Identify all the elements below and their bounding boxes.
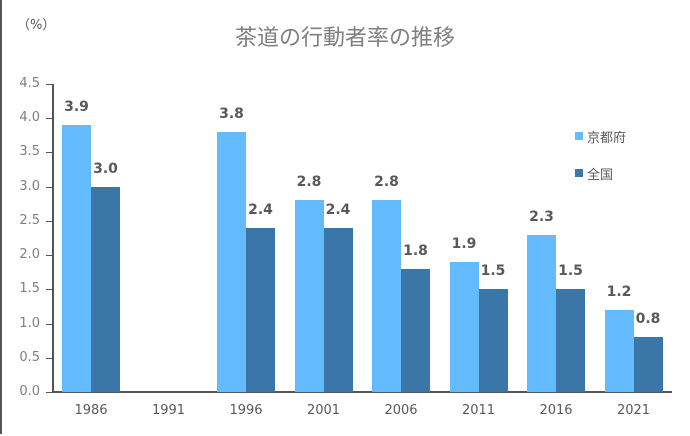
x-tick-label: 2021 [616, 403, 651, 418]
bar-national [401, 268, 430, 392]
y-tick [46, 255, 52, 257]
bar-kyoto [294, 200, 324, 392]
y-tick-label: 4.5 [19, 76, 40, 91]
data-label: 2.4 [325, 201, 351, 218]
data-label: 1.5 [480, 263, 506, 280]
y-tick [46, 357, 52, 359]
bar-kyoto [604, 309, 634, 392]
data-label: 3.0 [93, 160, 118, 177]
x-axis [52, 391, 672, 393]
data-label: 3.9 [64, 99, 89, 116]
x-tick-label: 2016 [539, 403, 573, 418]
y-axis-unit: （%） [17, 18, 56, 33]
y-tick-label: 0.0 [19, 384, 40, 399]
data-label: 2.8 [296, 174, 322, 191]
y-tick [46, 392, 52, 393]
chart-title: 茶道の行動者率の推移 [234, 26, 455, 51]
bar-kyoto [449, 261, 479, 392]
data-label: 1.5 [558, 263, 583, 280]
y-tick-label: 2.5 [19, 212, 40, 228]
y-tick-label: 4.0 [19, 110, 40, 126]
y-tick [46, 220, 52, 222]
y-tick [46, 118, 52, 120]
x-tick-label: 2001 [306, 403, 341, 418]
data-label: 2.8 [374, 174, 399, 191]
x-tick-label: 1996 [229, 403, 263, 418]
y-tick-label: 3.5 [19, 144, 40, 160]
y-axis [52, 84, 54, 393]
y-tick-label: 2.0 [19, 247, 40, 263]
data-label: 3.8 [219, 105, 244, 122]
bar-national [246, 227, 275, 392]
y-tick [46, 186, 52, 188]
legend-swatch-national [575, 169, 583, 177]
data-label: 2.4 [248, 201, 273, 218]
legend-label-kyoto: 京都府 [587, 130, 627, 146]
y-tick-label: 0.5 [19, 349, 40, 365]
data-label: 1.9 [451, 235, 477, 252]
x-tick-label: 1986 [74, 403, 108, 418]
y-tick [46, 152, 52, 154]
bar-national [633, 337, 663, 392]
data-label: 0.8 [635, 311, 661, 328]
x-tick-label: 2006 [384, 403, 418, 418]
data-label: 1.8 [403, 242, 428, 259]
bar-national [323, 227, 353, 392]
y-tick-label: 1.0 [19, 315, 40, 331]
legend-label-national: 全国 [587, 167, 614, 183]
data-label: 1.2 [606, 283, 632, 300]
x-tick-label: 2011 [461, 403, 496, 418]
y-tick [46, 84, 52, 85]
y-tick-label: 1.5 [19, 281, 40, 297]
bar-national [478, 289, 508, 392]
legend-item-national: 全国 [575, 163, 626, 183]
bar-kyoto [372, 200, 401, 392]
data-label: 2.3 [529, 208, 554, 225]
bar-kyoto [217, 131, 246, 392]
bar-national [556, 289, 585, 392]
x-tick-label: 1991 [151, 403, 186, 418]
bar-kyoto [527, 234, 556, 392]
y-tick-label: 3.0 [19, 178, 40, 194]
y-tick [46, 323, 52, 325]
legend-item-kyoto: 京都府 [575, 126, 626, 146]
legend-swatch-kyoto [575, 132, 583, 140]
bar-kyoto [62, 125, 91, 392]
legend: 京都府 全国 [575, 126, 626, 200]
bar-national [91, 186, 120, 392]
y-tick [46, 289, 52, 291]
